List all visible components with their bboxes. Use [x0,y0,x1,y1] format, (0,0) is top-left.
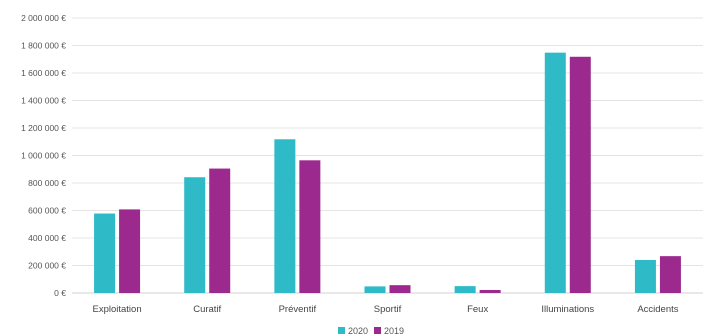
legend-label: 2020 [348,326,368,336]
bar-2020-1 [184,177,206,293]
legend-swatch-2020 [338,327,345,334]
bar-2019-0 [119,209,141,293]
bar-2019-2 [299,160,321,293]
bar-2019-3 [389,285,411,293]
y-tick-label: 1 400 000 € [21,96,66,106]
category-label: Feux [467,304,488,315]
legend: 2020 2019 [338,326,404,336]
x-axis-category-labels: Exploitation Curatif Préventif Sportif Feux I… [93,304,679,315]
grid-lines [72,17,703,294]
y-tick-label: 800 000 € [28,178,66,188]
bar-2020-3 [364,286,386,293]
y-tick-label: 2 000 000 € [21,13,66,23]
y-tick-label: 0 € [54,288,66,298]
y-tick-label: 600 000 € [28,206,66,216]
category-label: Accidents [637,304,678,315]
bar-2019-4 [479,289,501,293]
category-label: Sportif [374,304,402,315]
bars [94,52,681,294]
category-label: Préventif [279,304,317,315]
y-axis-tick-labels: 0 € 200 000 € 400 000 € 600 000 € 800 000 € 1… [21,13,66,298]
category-label: Exploitation [93,304,142,315]
category-label: Curatif [193,304,221,315]
y-tick-label: 1 000 000 € [21,151,66,161]
y-tick-label: 200 000 € [28,261,66,271]
y-tick-label: 1 800 000 € [21,41,66,51]
y-tick-label: 400 000 € [28,233,66,243]
bar-2019-5 [569,56,591,294]
bar-2020-4 [454,286,476,293]
legend-swatch-2019 [374,327,381,334]
bar-2020-6 [634,260,656,293]
bar-2019-1 [209,168,231,293]
bar-2020-5 [544,52,566,294]
y-tick-label: 1 200 000 € [21,123,66,133]
bar-2020-2 [274,139,296,293]
bar-2020-0 [94,213,116,293]
bar-2019-6 [659,256,681,293]
category-label: Illuminations [541,304,594,315]
y-tick-label: 1 600 000 € [21,68,66,78]
legend-label: 2019 [384,326,404,336]
